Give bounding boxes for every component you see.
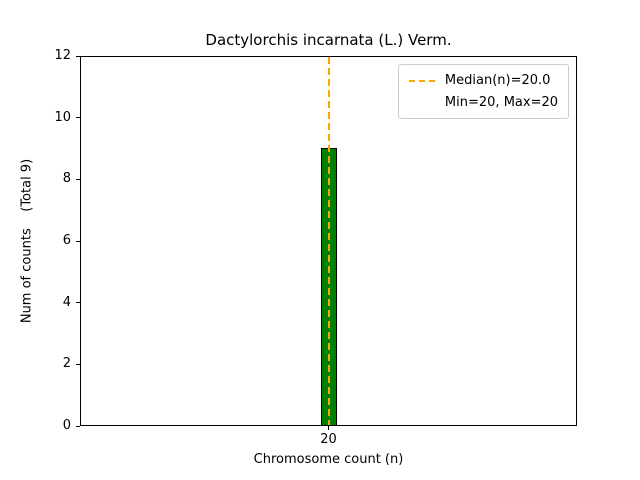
chart-title: Dactylorchis incarnata (L.) Verm. (205, 31, 452, 49)
legend-entry-median: Median(n)=20.0 (408, 73, 558, 88)
y-tick-label: 2 (62, 356, 71, 372)
plot-area: Median(n)=20.0 Min=20, Max=20 (80, 56, 577, 426)
y-tick-label: 12 (54, 48, 71, 63)
y-tick-mark (76, 240, 80, 242)
y-tick-label: 10 (54, 109, 71, 125)
legend-label-median: Median(n)=20.0 (444, 73, 551, 88)
y-tick-mark (76, 302, 80, 304)
y-tick-label: 0 (62, 418, 71, 433)
y-tick-label: 8 (62, 171, 71, 187)
legend-empty-handle (409, 102, 436, 104)
y-tick-mark (76, 363, 80, 365)
median-line (327, 57, 330, 425)
y-tick-label: 6 (62, 233, 71, 248)
legend-label-minmax: Min=20, Max=20 (444, 95, 558, 110)
y-tick-mark (76, 117, 80, 119)
legend-entry-minmax: Min=20, Max=20 (409, 95, 558, 110)
x-axis-label: Chromosome count (n) (253, 452, 404, 467)
x-tick-mark (328, 426, 329, 430)
legend: Median(n)=20.0 Min=20, Max=20 (397, 64, 569, 119)
y-tick-mark (76, 178, 80, 180)
y-tick-label: 4 (62, 294, 71, 310)
median-dashed-line-swatch (408, 79, 436, 82)
y-tick-mark (76, 425, 80, 427)
y-tick-mark (76, 55, 80, 57)
x-tick-label: 20 (320, 432, 337, 447)
